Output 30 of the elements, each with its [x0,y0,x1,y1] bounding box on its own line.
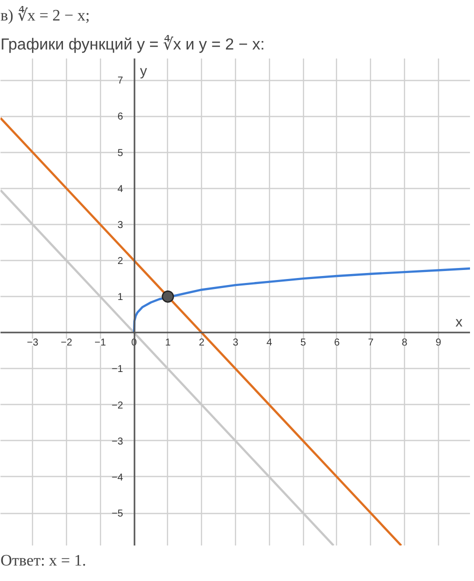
x-tick-label: −1 [94,338,106,349]
y-tick-label: −3 [112,436,124,448]
x-tick-label: 5 [300,338,306,349]
text: Ответ: x = 1. [0,552,86,570]
y-tick-label: 7 [118,76,124,87]
y-tick-label: 4 [118,184,124,195]
x-tick-label: 9 [436,338,442,349]
x-tick-label: 8 [402,338,408,349]
line-series [132,267,470,334]
y-tick-label: 1 [118,292,124,304]
x-tick-label: −3 [26,338,39,349]
y-tick-label: 6 [118,112,124,123]
y-tick-label: −4 [112,472,124,484]
y-tick-label: −1 [112,364,124,376]
x-tick-label: 4 [266,338,273,349]
x-tick-label: 7 [368,338,374,349]
y-tick-label: 2 [118,256,124,268]
x-tick-label: 2 [198,338,205,349]
x-tick-label: 1 [165,338,172,349]
y-tick-label: 5 [118,148,124,159]
y-axis-title: y [140,62,148,78]
x-tick-label: −2 [60,338,73,349]
chart-subtitle: Графики функций y = ∜x и y = 2 − x: [0,34,265,54]
y-tick-label: −2 [112,400,124,412]
x-tick-label: 3 [232,338,239,349]
x-tick-label: 6 [334,338,340,349]
y-tick-label: 3 [118,220,124,231]
y-tick-label: −5 [112,508,124,520]
x-axis-title: x [456,314,462,330]
chart-title: в) ∜x = 2 − x; [0,6,90,24]
